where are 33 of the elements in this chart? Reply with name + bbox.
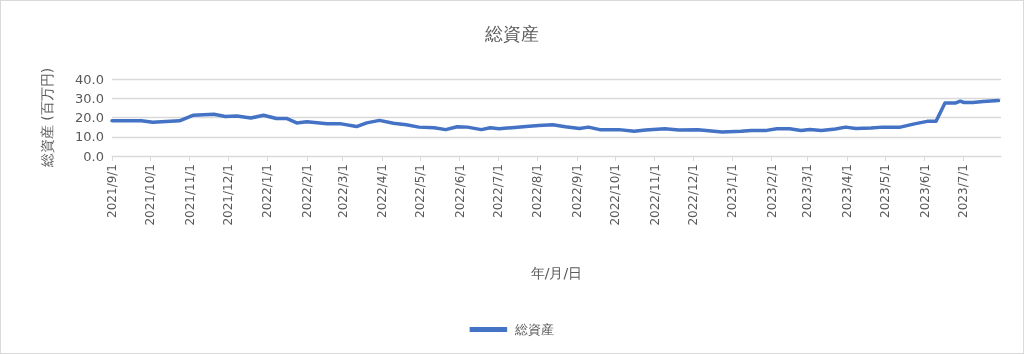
chart-title: 総資産 [484, 22, 539, 44]
y-tick-label: 20.0 [75, 110, 104, 125]
y-tick-label: 10.0 [75, 129, 104, 145]
x-tick-label: 2022/6/1 [452, 164, 467, 218]
x-tick-label: 2021/11/1 [182, 164, 197, 226]
x-tick-label: 2023/6/1 [917, 164, 932, 218]
x-tick-label: 2021/9/1 [105, 164, 119, 218]
x-tick-label: 2022/12/1 [685, 164, 700, 226]
x-tick-label: 2021/10/1 [143, 164, 158, 226]
x-tick-label: 2023/5/1 [878, 164, 893, 218]
y-tick-label: 0.0 [83, 148, 104, 164]
x-tick-label: 2022/4/1 [375, 164, 390, 218]
x-tick-label: 2022/8/1 [530, 164, 545, 218]
x-tick-label: 2022/1/1 [260, 164, 275, 218]
x-tick-label: 2023/1/1 [725, 164, 740, 218]
x-tick-label: 2023/3/1 [800, 164, 815, 218]
x-tick-label: 2022/2/1 [299, 164, 314, 218]
x-tick-label: 2022/5/1 [413, 164, 428, 218]
x-tick-label: 2021/12/1 [220, 164, 235, 226]
x-tick-label: 2023/2/1 [764, 164, 779, 218]
x-tick-label: 2022/10/1 [608, 164, 623, 226]
x-tick-label: 2023/4/1 [839, 164, 854, 218]
x-tick-label: 2022/3/1 [335, 164, 350, 218]
x-axis-title: 年/月/日 [530, 265, 583, 281]
x-tick-label: 2023/7/1 [955, 164, 970, 218]
y-axis-title: 総資産 (百万円) [39, 67, 55, 169]
x-tick-label: 2022/7/1 [490, 164, 505, 218]
y-tick-label: 40.0 [75, 71, 104, 87]
x-tick-label: 2022/9/1 [569, 164, 584, 218]
y-tick-label: 30.0 [75, 90, 104, 106]
line-series [110, 98, 1001, 134]
x-tick-label: 2022/11/1 [647, 164, 662, 226]
legend-label: 総資産 [514, 322, 555, 337]
